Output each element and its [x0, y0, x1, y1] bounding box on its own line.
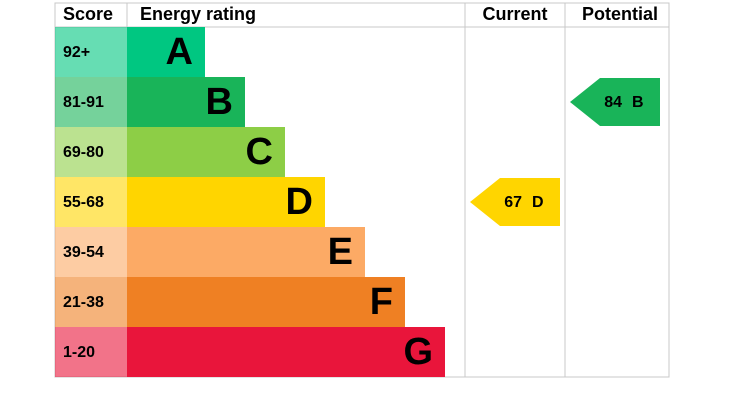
score-cell: [55, 177, 127, 227]
score-label: 69-80: [63, 144, 104, 161]
rating-bar: [127, 77, 245, 127]
score-cell: [55, 127, 127, 177]
potential-rating: B: [632, 94, 644, 111]
rating-bar: [127, 177, 325, 227]
rating-letter: D: [286, 181, 313, 223]
header-current: Current: [482, 4, 547, 24]
score-cell: [55, 327, 127, 377]
header-score: Score: [63, 4, 113, 24]
potential-arrow: [570, 78, 660, 126]
score-cell: [55, 227, 127, 277]
rating-letter: B: [206, 81, 233, 123]
rating-letter: A: [166, 31, 193, 73]
score-label: 55-68: [63, 194, 104, 211]
rating-letter: E: [328, 231, 353, 273]
rating-bar: [127, 277, 405, 327]
header-rating: Energy rating: [140, 4, 256, 24]
score-label: 39-54: [63, 244, 104, 261]
rating-letter: F: [370, 281, 393, 323]
header-potential: Potential: [582, 4, 658, 24]
score-label: 1-20: [63, 344, 95, 361]
score-label: 92+: [63, 44, 90, 61]
score-label: 81-91: [63, 94, 104, 111]
score-cell: [55, 27, 127, 77]
rating-bar: [127, 227, 365, 277]
rating-letter: C: [246, 131, 273, 173]
current-value: 67: [504, 194, 522, 211]
current-arrow: [470, 178, 560, 226]
score-label: 21-38: [63, 294, 104, 311]
rating-bar: [127, 327, 445, 377]
rating-letter: G: [403, 331, 433, 373]
rating-bar: [127, 27, 205, 77]
score-cell: [55, 77, 127, 127]
score-cell: [55, 277, 127, 327]
rating-bar: [127, 127, 285, 177]
current-rating: D: [532, 194, 544, 211]
potential-value: 84: [604, 94, 622, 111]
